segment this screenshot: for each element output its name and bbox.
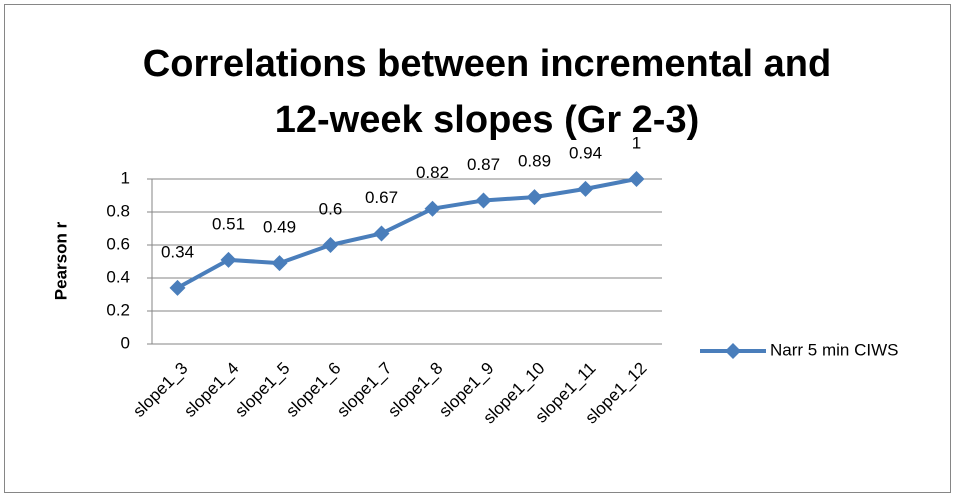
chart-border bbox=[4, 4, 951, 493]
data-point bbox=[475, 192, 492, 209]
data-label: 0.49 bbox=[263, 218, 296, 237]
data-label: 0.89 bbox=[518, 152, 551, 171]
data-label: 1 bbox=[632, 133, 641, 152]
y-tick-label: 0.6 bbox=[106, 234, 130, 253]
data-label: 0.94 bbox=[569, 143, 602, 162]
data-point bbox=[322, 237, 339, 253]
y-tick-label: 0.4 bbox=[106, 267, 130, 286]
legend-label: Narr 5 min CIWS bbox=[770, 340, 898, 359]
data-point bbox=[220, 251, 237, 268]
data-label: 0.6 bbox=[319, 199, 343, 218]
y-tick-label: 0.2 bbox=[106, 300, 130, 319]
data-line bbox=[176, 177, 637, 290]
data-point bbox=[526, 189, 543, 206]
y-axis-label: Pearson r bbox=[51, 221, 70, 300]
data-label: 0.34 bbox=[161, 242, 194, 261]
legend-marker bbox=[725, 343, 741, 359]
data-label: 0.51 bbox=[212, 214, 245, 233]
data-label: 0.67 bbox=[365, 188, 398, 207]
y-tick-label: 1 bbox=[121, 168, 130, 187]
data-label: 0.87 bbox=[467, 155, 500, 174]
data-label: 0.82 bbox=[416, 163, 449, 182]
data-point bbox=[424, 200, 441, 217]
chart-title: Correlations between incremental and 12-… bbox=[142, 43, 832, 141]
data-point bbox=[169, 279, 186, 296]
data-point bbox=[577, 180, 594, 197]
data-point bbox=[271, 255, 288, 272]
y-tick-label: 0.8 bbox=[106, 201, 130, 220]
y-tick-label: 0 bbox=[121, 333, 130, 352]
data-point bbox=[628, 171, 645, 187]
data-point bbox=[373, 225, 390, 242]
